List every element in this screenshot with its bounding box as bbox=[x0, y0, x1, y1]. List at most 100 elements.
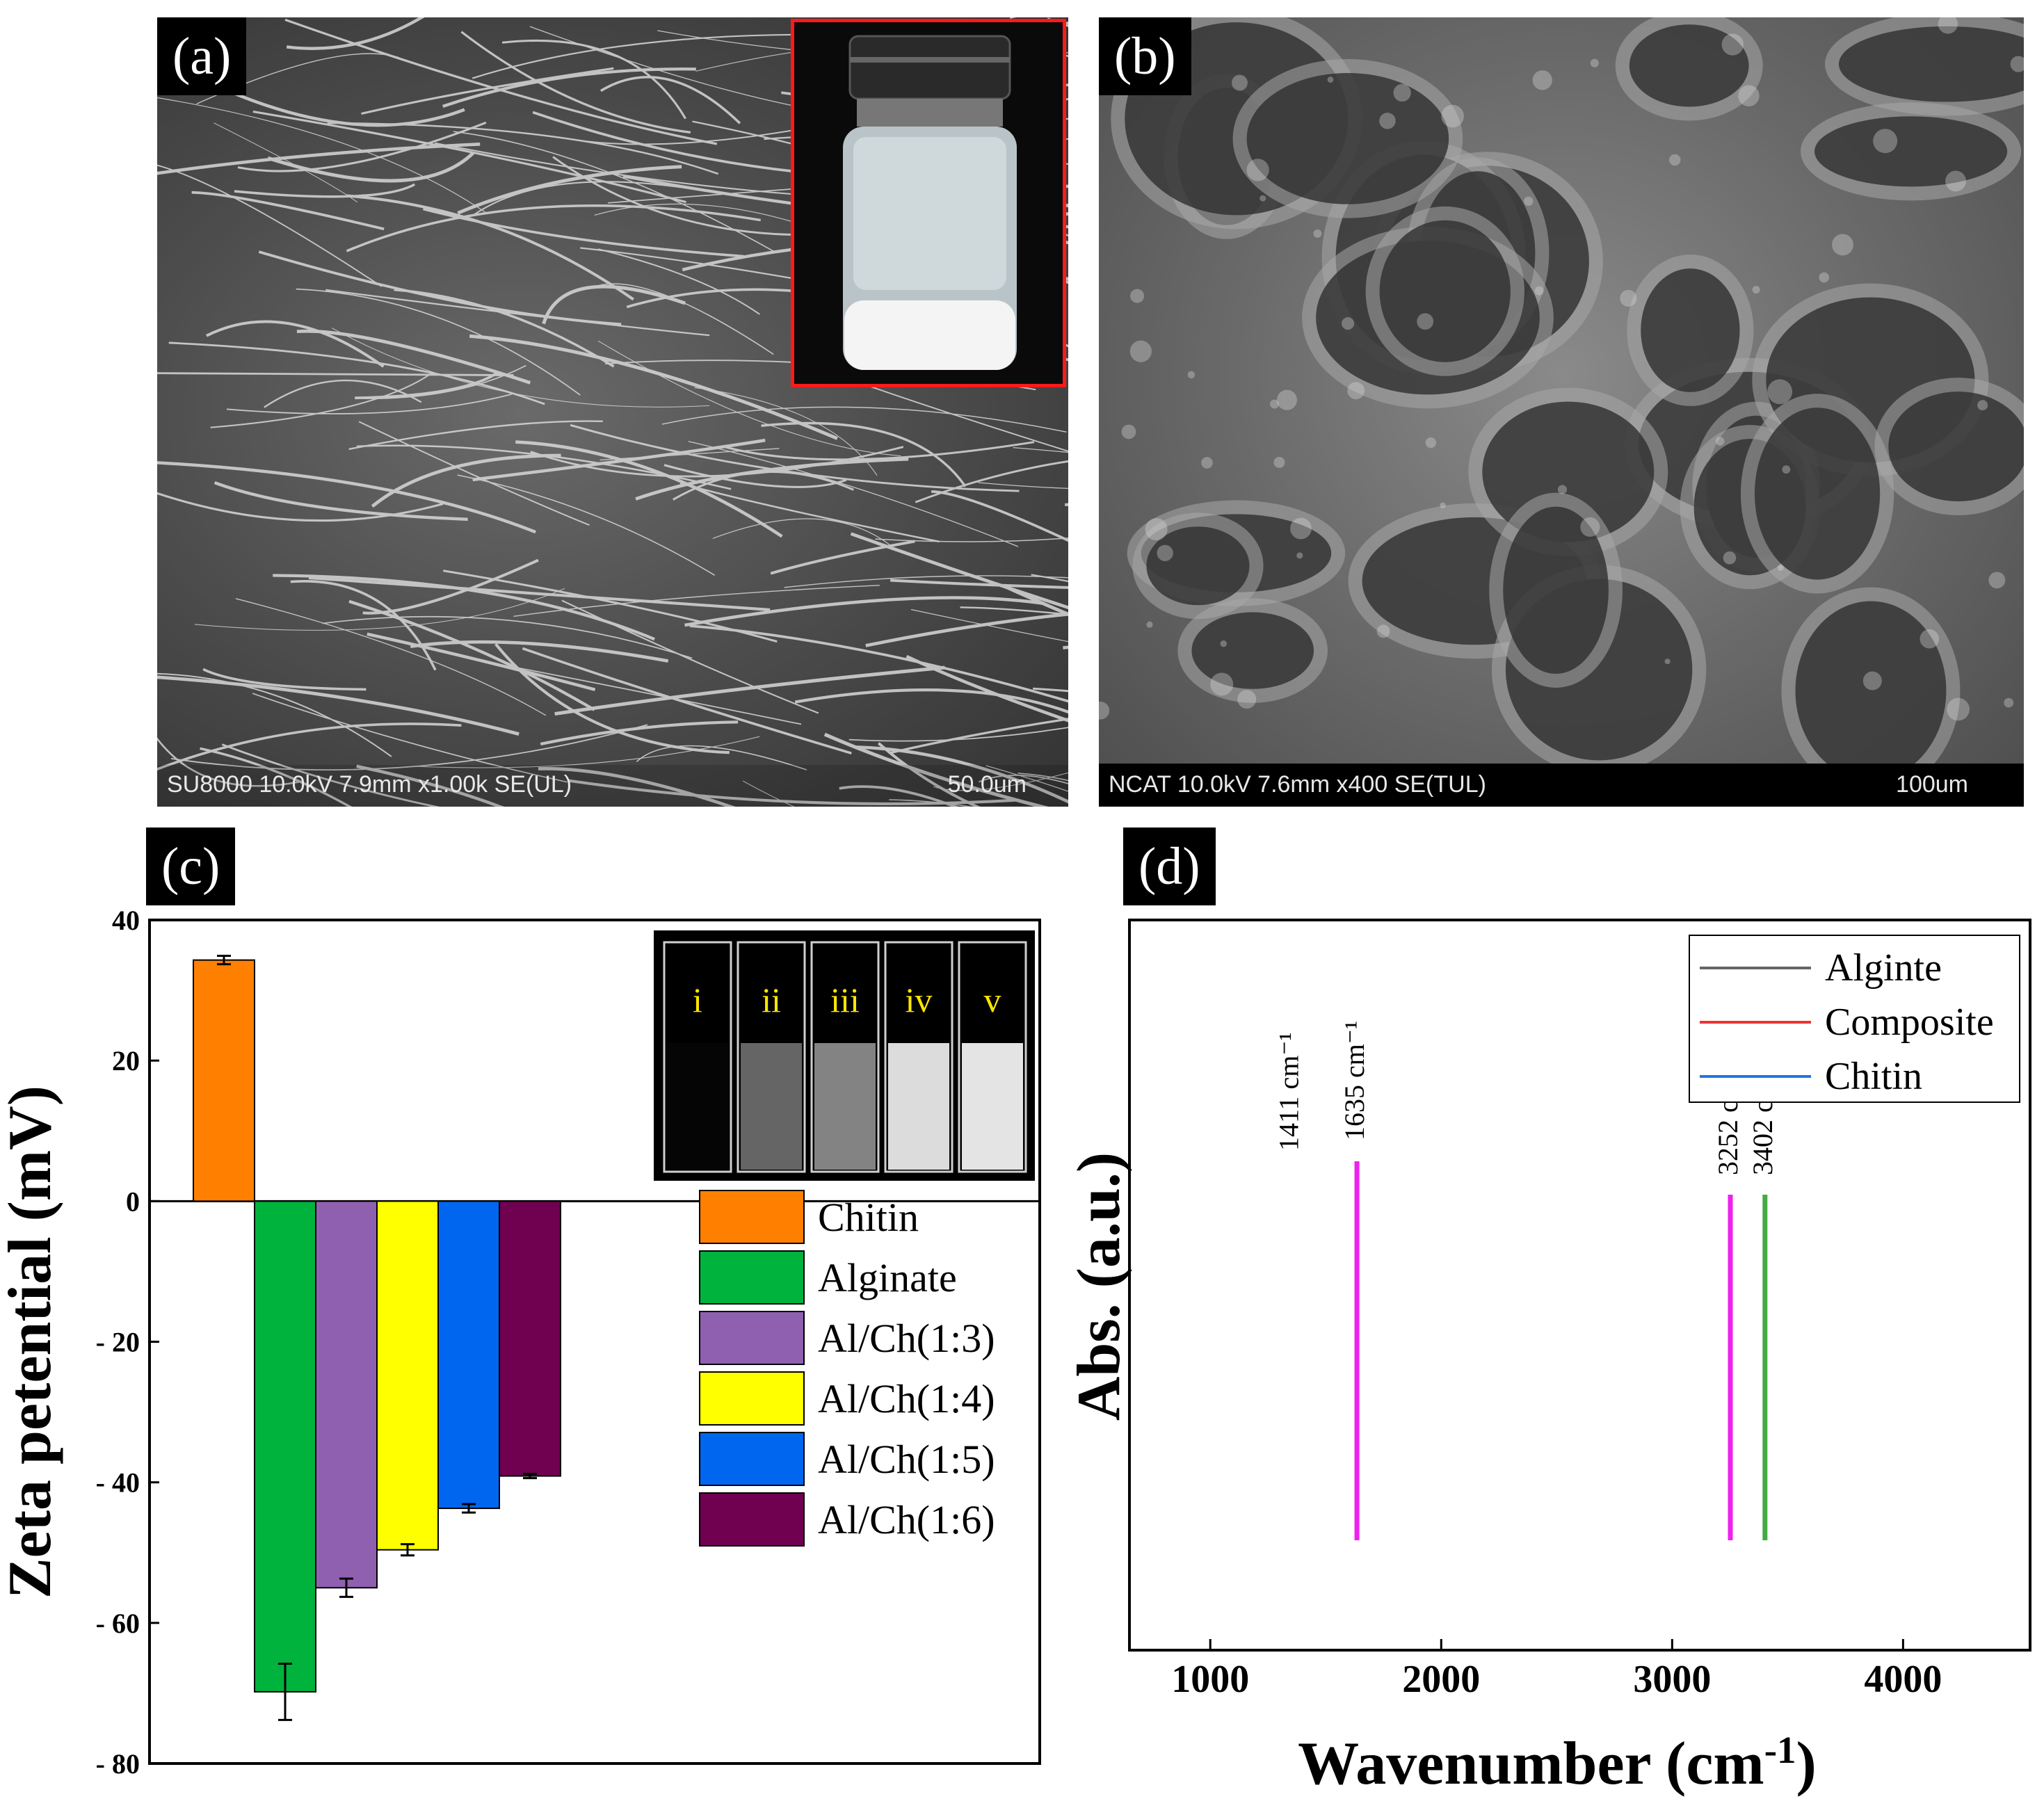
fiber bbox=[761, 421, 967, 487]
fiber bbox=[202, 668, 367, 691]
fiber-cluster bbox=[1532, 70, 1552, 90]
panel-label-b: (b) bbox=[1099, 17, 1191, 95]
y-axis-label-c: Zeta petential (mV) bbox=[0, 1085, 64, 1599]
fiber bbox=[218, 86, 465, 127]
sem-image-b: NCAT 10.0kV 7.6mm x400 SE(TUL) 100um bbox=[1099, 17, 2024, 807]
fiber-cluster bbox=[1260, 195, 1266, 202]
fiber-cluster bbox=[1977, 400, 1988, 411]
fiber bbox=[515, 440, 783, 538]
fiber bbox=[457, 165, 682, 215]
fiber-cluster bbox=[1723, 551, 1737, 565]
fiber bbox=[367, 632, 596, 691]
fiber-cluster bbox=[1393, 83, 1411, 102]
plot-frame-d bbox=[1128, 919, 2031, 1652]
pore bbox=[1641, 268, 1740, 392]
cuvette-label: ii bbox=[762, 980, 781, 1019]
fiber bbox=[979, 775, 1068, 784]
fiber bbox=[877, 742, 981, 807]
fiber bbox=[554, 665, 945, 716]
fiber bbox=[538, 767, 736, 807]
fiber bbox=[960, 606, 1068, 615]
fiber bbox=[933, 772, 1068, 791]
fiber-cluster bbox=[1767, 379, 1793, 405]
cuvette-liquid bbox=[962, 1043, 1023, 1170]
fiber-cluster bbox=[1145, 518, 1168, 541]
fiber-cluster bbox=[1157, 544, 1173, 561]
cuvette-label: i bbox=[693, 980, 702, 1019]
fiber bbox=[472, 181, 697, 216]
sem-info-a: SU8000 10.0kV 7.9mm x1.00k SE(UL) bbox=[167, 771, 572, 798]
fiber bbox=[494, 643, 730, 754]
x-axis-label-d: Wavenumber (cm-1) bbox=[1298, 1729, 1817, 1798]
bar-Al/Ch(1:5) bbox=[437, 1200, 500, 1510]
fiber bbox=[1004, 585, 1068, 616]
fiber bbox=[460, 31, 691, 134]
fiber bbox=[371, 453, 561, 508]
fiber bbox=[423, 207, 744, 258]
fiber-cluster bbox=[1819, 272, 1830, 283]
fiber-cluster bbox=[1187, 371, 1196, 379]
panel-label-c: (c) bbox=[146, 828, 236, 905]
y-tick-label-c: - 40 bbox=[96, 1467, 140, 1499]
fiber-cluster bbox=[1276, 389, 1298, 410]
fiber bbox=[413, 736, 760, 768]
fiber bbox=[597, 248, 760, 315]
cuvette-liquid bbox=[888, 1043, 949, 1170]
legend-swatch-c bbox=[699, 1492, 805, 1547]
fiber-cluster bbox=[1580, 517, 1600, 537]
fiber bbox=[273, 574, 655, 641]
sem-scale-a: 50.0um bbox=[947, 771, 1027, 798]
fiber bbox=[362, 558, 539, 615]
fiber bbox=[688, 441, 1019, 547]
y-axis-label-d: Abs. (a.u.) bbox=[1070, 1152, 1133, 1421]
fiber bbox=[443, 570, 778, 643]
fiber bbox=[875, 537, 1068, 542]
fiber-cluster bbox=[1210, 672, 1234, 696]
legend-label-c: Alginate bbox=[818, 1255, 957, 1300]
pore bbox=[1814, 116, 2008, 187]
fiber-cluster bbox=[1129, 340, 1152, 362]
cuvette-liquid bbox=[667, 1043, 728, 1170]
legend-label-c: Al/Ch(1:5) bbox=[818, 1437, 995, 1482]
fiber-cluster bbox=[1146, 621, 1153, 628]
fiber-cluster bbox=[1524, 196, 1534, 206]
fiber bbox=[823, 732, 1049, 807]
fiber bbox=[264, 379, 422, 408]
fiber bbox=[850, 532, 1068, 610]
fiber-cluster bbox=[1099, 702, 1110, 720]
sem-image-a: SU8000 10.0kV 7.9mm x1.00k SE(UL) 50.0um bbox=[157, 17, 1068, 807]
fiber-cluster bbox=[1752, 286, 1760, 294]
fiber bbox=[394, 288, 615, 368]
fiber bbox=[513, 585, 880, 618]
fiber-cluster bbox=[1220, 640, 1228, 647]
pore bbox=[1754, 407, 1881, 580]
bar-Al/Ch(1:3) bbox=[315, 1200, 378, 1589]
fiber bbox=[194, 588, 565, 631]
fiber bbox=[568, 779, 1016, 805]
pore bbox=[1629, 24, 1749, 107]
fiber bbox=[844, 376, 1068, 452]
sem-info-bar-b: NCAT 10.0kV 7.6mm x400 SE(TUL) 100um bbox=[1099, 764, 2024, 807]
bar-Alginate bbox=[254, 1200, 316, 1693]
fiber bbox=[358, 421, 590, 526]
fiber-cluster bbox=[1862, 671, 1882, 691]
fiber bbox=[770, 540, 915, 575]
fiber-cluster bbox=[1590, 58, 1599, 67]
fiber-cluster bbox=[1664, 659, 1671, 665]
legend-box-d bbox=[1689, 935, 2020, 1103]
fiber-cluster bbox=[1121, 424, 1136, 439]
fiber bbox=[157, 164, 383, 287]
fiber-cluster bbox=[1313, 229, 1322, 238]
fiber bbox=[286, 17, 425, 50]
fiber-cluster bbox=[1832, 234, 1853, 256]
y-tick-label-c: 20 bbox=[112, 1045, 140, 1076]
fiber-cluster bbox=[1130, 289, 1145, 303]
pore bbox=[1246, 72, 1449, 204]
fiber bbox=[848, 727, 1068, 742]
cuvette-label: iii bbox=[830, 980, 860, 1019]
fiber-cluster bbox=[1534, 286, 1544, 296]
fiber bbox=[712, 518, 892, 547]
sem-scale-b: 100um bbox=[1896, 771, 1968, 798]
fiber bbox=[252, 693, 568, 783]
fiber-cluster bbox=[1201, 457, 1213, 469]
